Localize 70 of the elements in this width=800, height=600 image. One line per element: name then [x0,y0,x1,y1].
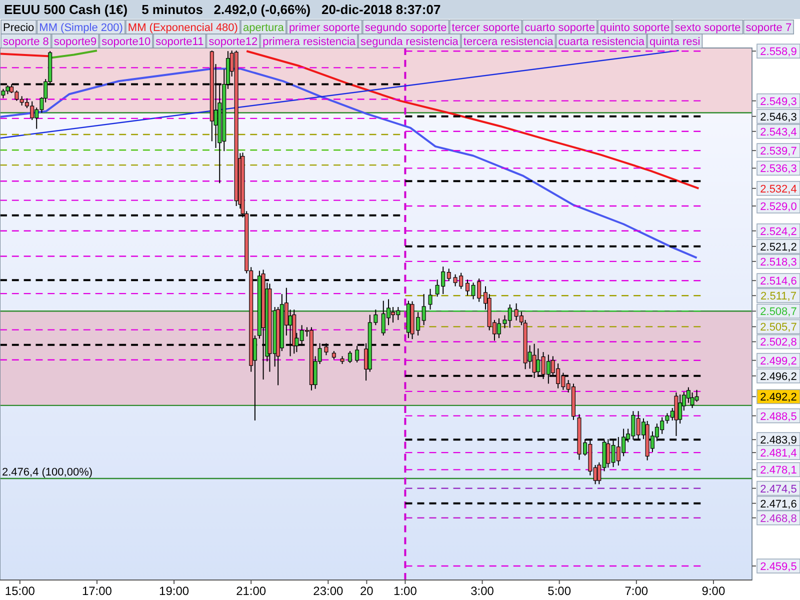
chart-title: EEUU 500 Cash (1€) [4,2,128,17]
y-tick-label: 2.508,7 [760,306,797,318]
candlestick [348,350,352,364]
candlestick [674,392,678,436]
y-tick-label: 2.492,2 [760,392,797,404]
x-tick-label: 9:00 [702,584,726,598]
candlestick [678,394,682,424]
series-label: MM (Exponencial 480) [128,22,238,34]
candlestick [446,268,451,282]
y-tick-label: 2.518,3 [760,256,797,268]
annotation: soporte11 [156,36,204,48]
y-tick-label: 2.511,7 [760,290,796,303]
y-tick-label: 2.558,9 [760,46,797,58]
y-tick-label: 2.543,4 [760,126,797,138]
y-tick-label: 2.471,6 [760,498,797,510]
ref-line-label: 2.476,4 (100,00%) [2,466,93,478]
x-tick-label: 5:00 [548,584,572,598]
y-tick-label: 2.546,3 [760,111,797,124]
y-tick-label: 2.505,7 [760,322,797,334]
text: apertura [242,22,285,34]
line-series [0,68,698,259]
y-tick-label: 2.468,8 [760,512,797,525]
annotation: quinta resi [649,36,700,48]
x-tick-label: 15:00 [4,584,36,598]
x-tick-label: 21:00 [236,584,266,598]
annotation: soporte 8 [3,36,49,48]
text: segundo soporte [364,22,447,34]
y-tick-label: 2.502,8 [760,336,797,349]
x-tick-label: 3:00 [470,584,494,598]
y-tick-label: 2.532,4 [760,183,797,196]
annotation: tercera resistencia [463,36,554,48]
y-tick-label: 2.524,2 [760,226,797,238]
x-tick-label: 1:00 [394,584,418,598]
annotation: primera resistencia [262,36,356,48]
text: MM (Simple 200) [39,22,123,34]
candlestick [466,279,470,296]
annotation: soporte9 [54,36,97,48]
y-tick-label: 2.521,2 [760,241,797,254]
x-tick-label: 20 [360,584,374,598]
candlestick [355,345,360,363]
y-tick-label: 2.459,5 [760,561,797,574]
text: tercer soporte [452,22,520,34]
text: sexto soporte [674,22,741,34]
text: quinto soporte [600,22,670,34]
y-tick-label: 2.496,2 [760,370,797,383]
text: cuarto soporte [524,22,595,34]
x-tick-label: 19:00 [159,584,190,598]
annotation: cuarta resistencia [558,36,646,48]
chart-subtitle: 5 minutos 2.492,0 (-0,66%) 20-dic-2018 8:37:07 [142,2,441,17]
y-tick-label: 2.488,5 [760,410,797,423]
x-tick-label: 7:00 [624,584,648,598]
y-tick-label: 2.474,5 [760,483,797,496]
y-tick-label: 2.483,9 [760,434,797,447]
y-tick-label: 2.514,6 [760,276,797,288]
y-tick-label: 2.549,3 [760,96,797,108]
candlestick [1,88,6,99]
x-tick-label: 23:00 [313,584,344,598]
annotation: segunda resistencia [360,36,460,48]
text: primer soporte [288,22,360,34]
text: soporte 7 [746,22,792,34]
y-tick-label: 2.478,1 [760,464,797,477]
y-tick-label: 2.536,3 [760,163,797,176]
y-tick-label: 2.499,2 [760,355,797,368]
annotation: soporte10 [102,36,151,48]
x-tick-label: 17:00 [82,584,112,598]
y-tick-label: 2.539,7 [760,146,797,158]
y-tick-label: 2.529,0 [760,200,797,213]
text: Precio [3,22,34,34]
y-tick-label: 2.481,4 [760,448,797,460]
annotation: soporte12 [208,36,258,48]
